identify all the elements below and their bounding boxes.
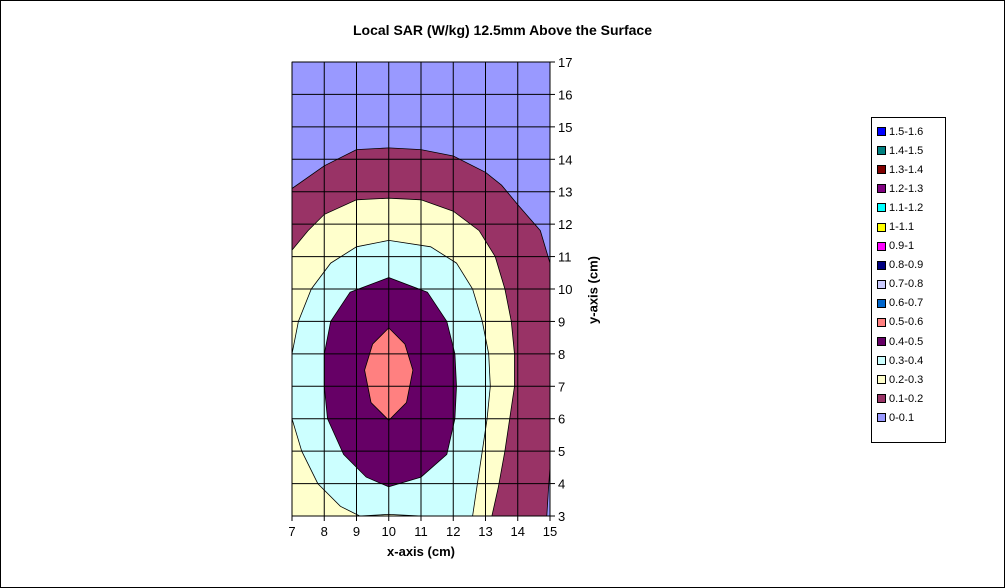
legend-label: 0.7-0.8: [889, 278, 924, 291]
legend-label: 0.6-0.7: [889, 297, 924, 310]
x-tick-label: 14: [511, 524, 525, 539]
legend-swatch: [877, 337, 886, 347]
y-tick-label: 13: [558, 185, 572, 200]
legend-item: 0.5-0.6: [877, 313, 945, 332]
legend-swatch: [877, 222, 886, 232]
legend-item: 0.4-0.5: [877, 332, 945, 351]
x-tick-label: 7: [288, 524, 295, 539]
legend-swatch: [877, 146, 886, 156]
legend-swatch: [877, 375, 886, 385]
legend-item: 1.5-1.6: [877, 122, 945, 141]
legend-swatch: [877, 184, 886, 194]
x-tick-label: 9: [353, 524, 360, 539]
legend-label: 1.1-1.2: [889, 201, 924, 214]
legend-swatch: [877, 413, 886, 423]
legend-item: 0.8-0.9: [877, 256, 945, 275]
legend-swatch: [877, 241, 886, 251]
legend-item: 1.4-1.5: [877, 141, 945, 160]
legend-label: 0.3-0.4: [889, 354, 924, 367]
legend-item: 0.1-0.2: [877, 389, 945, 408]
legend-item: 0-0.1: [877, 408, 945, 427]
x-tick-label: 12: [446, 524, 460, 539]
x-tick-label: 8: [321, 524, 328, 539]
legend-item: 0.9-1: [877, 237, 945, 256]
legend-item: 1.3-1.4: [877, 160, 945, 179]
legend-item: 1.2-1.3: [877, 179, 945, 198]
x-tick-label: 11: [414, 524, 428, 539]
y-tick-label: 14: [558, 152, 572, 167]
y-tick-label: 15: [558, 120, 572, 135]
legend-item: 1-1.1: [877, 217, 945, 236]
legend-label: 0.2-0.3: [889, 373, 924, 386]
legend-label: 0.9-1: [889, 240, 915, 253]
y-tick-label: 9: [558, 314, 565, 329]
legend-item: 0.3-0.4: [877, 351, 945, 370]
x-tick-label: 13: [478, 524, 492, 539]
x-tick-label: 10: [382, 524, 396, 539]
y-tick-label: 16: [558, 87, 572, 102]
legend-swatch: [877, 394, 886, 404]
y-tick-label: 4: [558, 477, 565, 492]
legend-label: 0.8-0.9: [889, 259, 924, 272]
legend-swatch: [877, 298, 886, 308]
chart-title: Local SAR (W/kg) 12.5mm Above the Surfac…: [353, 22, 652, 38]
legend-item: 0.2-0.3: [877, 370, 945, 389]
legend-label: 1.5-1.6: [889, 125, 924, 138]
y-tick-label: 10: [558, 282, 572, 297]
legend-swatch: [877, 203, 886, 213]
x-axis-label: x-axis (cm): [387, 544, 455, 559]
y-tick-label: 6: [558, 412, 565, 427]
x-tick-label: 15: [543, 524, 557, 539]
legend-swatch: [877, 356, 886, 366]
legend: 1.5-1.6 1.4-1.5 1.3-1.4 1.2-1.3 1.1-1.2 1-1.1…: [871, 117, 946, 443]
legend-label: 1.2-1.3: [889, 182, 924, 195]
y-tick-label: 3: [558, 509, 565, 524]
legend-label: 0.1-0.2: [889, 392, 924, 405]
legend-label: 1-1.1: [889, 221, 915, 234]
y-axis-label: y-axis (cm): [585, 256, 601, 324]
legend-swatch: [877, 317, 886, 327]
legend-swatch: [877, 165, 886, 175]
y-tick-label: 11: [558, 250, 572, 265]
y-tick-label: 7: [558, 379, 565, 394]
legend-label: 0.5-0.6: [889, 316, 924, 329]
legend-swatch: [877, 127, 886, 137]
legend-swatch: [877, 260, 886, 270]
legend-label: 1.3-1.4: [889, 163, 924, 176]
legend-label: 0-0.1: [889, 411, 915, 424]
legend-swatch: [877, 279, 886, 289]
y-tick-label: 5: [558, 444, 565, 459]
legend-item: 0.6-0.7: [877, 294, 945, 313]
legend-item: 0.7-0.8: [877, 275, 945, 294]
y-tick-label: 8: [558, 347, 565, 362]
legend-label: 1.4-1.5: [889, 144, 924, 157]
y-tick-label: 17: [558, 55, 572, 70]
legend-label: 0.4-0.5: [889, 335, 924, 348]
legend-item: 1.1-1.2: [877, 198, 945, 217]
y-tick-label: 12: [558, 217, 572, 232]
